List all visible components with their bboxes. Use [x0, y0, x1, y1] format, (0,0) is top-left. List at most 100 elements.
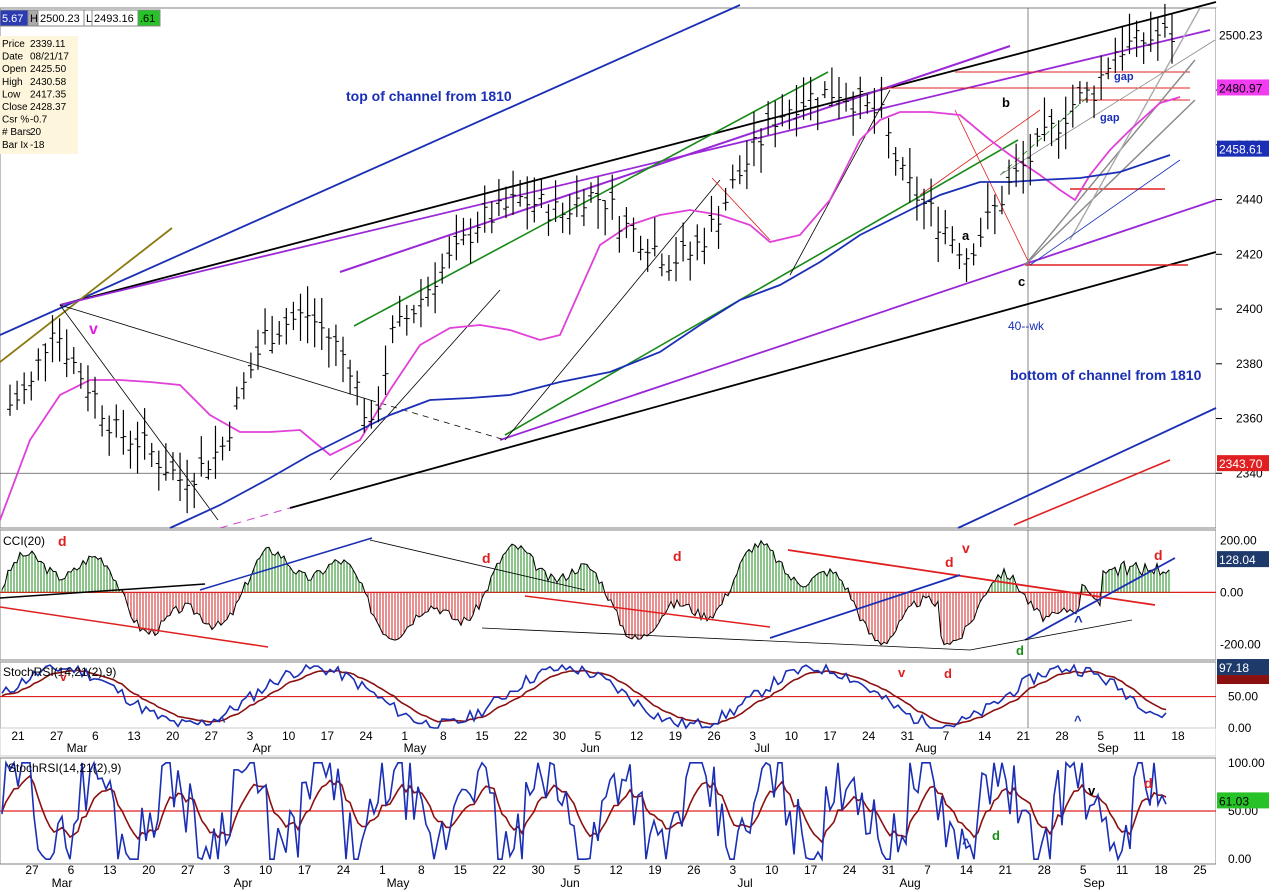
date-tick: 5	[1097, 729, 1104, 743]
month-label: Mar	[67, 741, 88, 755]
date-tick: 28	[1055, 729, 1069, 743]
topbar-cell-text: .61	[140, 13, 155, 25]
cci-red-trend-3	[787, 549, 1156, 606]
date-tick: 21	[1017, 729, 1031, 743]
month-label-bottom: Sep	[1083, 876, 1105, 890]
stoch1-title: StochRSI(14,21(2),9)	[3, 665, 116, 679]
info-value: 2339.11	[30, 39, 66, 50]
price-badge-text: 2500.23	[1219, 29, 1263, 43]
cci-d-5: d	[1154, 547, 1163, 563]
trendlines	[0, 1, 1217, 529]
cci-thin-1	[481, 627, 971, 651]
date-tick-bottom: 12	[609, 863, 623, 877]
stoch2-line	[1, 760, 1167, 862]
cci-red-trend-1	[0, 606, 269, 648]
stoch1-badge	[1217, 659, 1269, 676]
cci-badge-text: 128.04	[1219, 553, 1256, 567]
month-label: Jul	[754, 741, 769, 755]
date-tick-bottom: 22	[493, 863, 507, 877]
stoch1-signal-line	[1, 669, 1167, 725]
date-tick: 7	[943, 729, 950, 743]
cci-tick-label: 0.00	[1220, 585, 1244, 599]
date-tick-bottom: 10	[765, 863, 779, 877]
month-label-bottom: May	[387, 876, 410, 890]
grey-fan-1	[1024, 59, 1196, 266]
stoch2-badge-text: 61.03	[1219, 794, 1249, 808]
info-box-values: Price 2339.11 Date 08/21/17 Open 2425.50 High 2…	[2, 39, 69, 151]
stoch1-v-1: v	[60, 670, 67, 684]
price-badge-text: 2343.70	[1219, 457, 1263, 471]
stoch2-signal-line	[1, 774, 1167, 844]
thin-line-5	[789, 89, 891, 276]
cci-v: v	[962, 540, 970, 556]
cci-d-green: d	[1016, 643, 1024, 658]
date-tick-bottom: 30	[531, 863, 545, 877]
annotation-gap-2: gap	[1100, 112, 1120, 124]
purple-line-1	[339, 45, 1011, 273]
price-tick-label: 2380	[1236, 357, 1263, 371]
date-tick-bottom: 27	[25, 863, 39, 877]
thin-line-3	[504, 179, 721, 441]
date-tick-bottom: 14	[960, 863, 974, 877]
stochrsi-panel-1	[0, 661, 1217, 729]
info-value: 2417.35	[30, 89, 67, 100]
info-box	[0, 36, 78, 154]
topbar-cell-text: H	[30, 13, 38, 25]
cci-black-trend	[0, 583, 206, 599]
date-tick: 27	[205, 729, 219, 743]
blue-channel-top	[0, 4, 741, 336]
month-label-bottom: Aug	[899, 876, 920, 890]
date-tick: 21	[11, 729, 25, 743]
stoch2-tick-label: 0.00	[1228, 852, 1252, 866]
date-tick: 26	[707, 729, 721, 743]
stoch2-d-red: d	[1144, 775, 1153, 791]
date-tick: 5	[595, 729, 602, 743]
date-tick: 3	[749, 729, 756, 743]
price-bars	[7, 3, 1175, 514]
date-tick-bottom: 3	[729, 863, 736, 877]
cci-thin-2	[369, 539, 586, 591]
stoch1-line	[1, 663, 1167, 730]
date-axis-top	[0, 727, 1217, 757]
date-tick-bottom: 28	[1038, 863, 1052, 877]
date-tick-bottom: 5	[574, 863, 581, 877]
thin-line-2	[59, 304, 371, 401]
date-tick: 11	[1133, 729, 1146, 743]
stoch2-tick-label: 100.00	[1228, 756, 1265, 770]
stoch1-up-1: ^	[218, 714, 226, 729]
topbar-cell-text: 2493.16	[94, 13, 134, 25]
date-tick-bottom: 6	[68, 863, 75, 877]
purple-line-3	[499, 199, 1217, 441]
stoch1-v-2: v	[898, 665, 906, 680]
date-tick: 3	[247, 729, 254, 743]
annotation-v-price: v	[89, 321, 98, 338]
info-value: 20	[30, 127, 42, 138]
price-tick-label: 2440	[1236, 193, 1263, 207]
dashed-line-1	[369, 399, 506, 441]
stoch2-d-green: d	[992, 828, 1000, 843]
date-tick: 10	[282, 729, 296, 743]
annotation-c: c	[1018, 274, 1025, 289]
info-label: Close	[2, 102, 28, 113]
olive-line	[0, 227, 173, 363]
blue-thin-fan	[1029, 159, 1181, 266]
date-tick: 14	[978, 729, 992, 743]
price-badge	[1217, 79, 1269, 96]
info-label: Csr %	[2, 115, 29, 126]
price-badge	[1217, 140, 1269, 157]
cci-blue-trend-3	[1024, 557, 1176, 641]
date-tick-bottom: 24	[843, 863, 857, 877]
info-label: Price	[2, 39, 25, 50]
cci-line	[1, 539, 1170, 646]
date-tick-bottom: 11	[1116, 863, 1129, 877]
info-label: High	[2, 77, 23, 88]
date-tick: 8	[440, 729, 447, 743]
month-label: May	[404, 741, 427, 755]
cci-d-2: d	[482, 550, 491, 566]
axis-labels: 2340236023802400242024402460248021276132…	[11, 83, 1263, 890]
date-tick-bottom: 8	[418, 863, 425, 877]
date-tick: 19	[669, 729, 683, 743]
stoch2-badge	[1217, 792, 1269, 809]
date-tick: 31	[901, 729, 915, 743]
